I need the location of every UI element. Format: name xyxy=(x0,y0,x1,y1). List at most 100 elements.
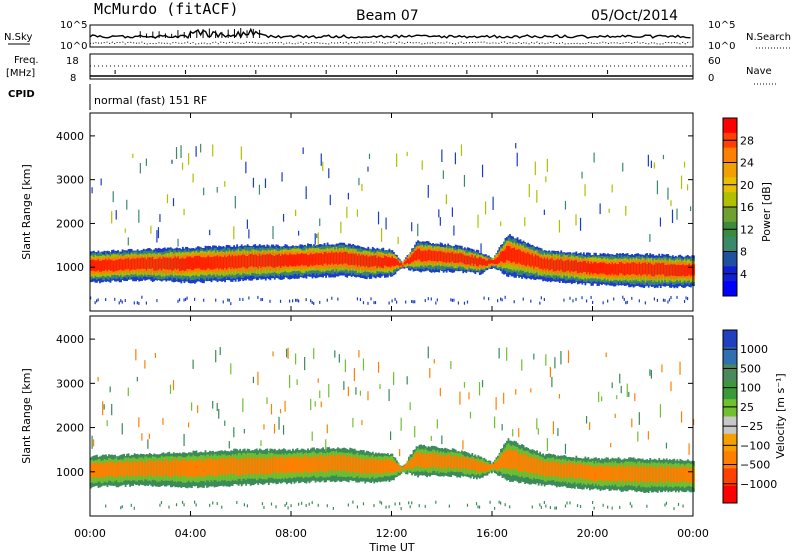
echo-cell xyxy=(415,453,418,467)
echo-cell xyxy=(647,466,650,483)
beam-title: Beam 07 xyxy=(356,8,419,24)
echo-cell xyxy=(430,250,433,262)
echo-cell xyxy=(290,458,293,474)
ground-scatter xyxy=(292,299,294,303)
echo-cell xyxy=(549,258,552,270)
echo-cell xyxy=(582,260,585,272)
colorbar-swatch xyxy=(723,364,737,383)
echo-scatter xyxy=(285,348,288,358)
ground-scatter xyxy=(347,503,349,507)
echo-cell xyxy=(683,466,686,482)
echo-scatter xyxy=(599,203,601,215)
echo-scatter xyxy=(320,401,322,408)
echo-cell xyxy=(246,256,249,269)
echo-cell xyxy=(462,456,465,469)
echo-cell xyxy=(184,460,187,477)
ground-scatter xyxy=(653,297,655,301)
echo-scatter xyxy=(278,416,280,430)
echo-cell xyxy=(108,258,110,270)
echo-cell xyxy=(328,455,330,472)
echo-scatter xyxy=(622,162,624,172)
echo-cell xyxy=(174,256,177,269)
echo-scatter xyxy=(436,419,438,429)
echo-cell xyxy=(194,460,196,478)
echo-cell xyxy=(275,457,278,474)
echo-cell xyxy=(623,264,626,276)
echo-cell xyxy=(388,257,391,267)
cpid-text: normal (fast) 151 RF xyxy=(94,94,207,107)
echo-cell xyxy=(601,262,603,274)
echo-cell xyxy=(653,264,656,277)
ground-scatter xyxy=(130,503,132,507)
echo-scatter xyxy=(347,192,349,200)
echo-cell xyxy=(590,261,593,273)
echo-cell xyxy=(471,458,474,470)
echo-cell xyxy=(320,252,323,265)
echo-scatter xyxy=(338,354,340,363)
colorbar-swatch xyxy=(723,416,737,435)
date-title: 05/Oct/2014 xyxy=(591,8,678,24)
echo-cell xyxy=(509,246,511,261)
echo-cell xyxy=(605,465,608,481)
echo-cell xyxy=(123,462,125,478)
echo-cell xyxy=(124,258,127,270)
echo-scatter xyxy=(183,208,185,216)
echo-cell xyxy=(257,256,260,269)
echo-cell xyxy=(524,252,526,266)
echo-scatter xyxy=(219,347,221,355)
freq-tick-bottom: 8 xyxy=(70,73,76,84)
echo-cell xyxy=(647,262,650,275)
echo-scatter xyxy=(498,347,500,359)
echo-cell xyxy=(421,251,424,262)
echo-cell xyxy=(382,460,385,474)
echo-cell xyxy=(243,457,246,474)
ground-scatter xyxy=(501,298,503,302)
echo-cell xyxy=(454,456,457,469)
echo-scatter xyxy=(536,418,538,430)
echo-cell xyxy=(414,250,416,261)
echo-scatter xyxy=(503,392,505,404)
echo-scatter xyxy=(135,349,137,361)
ground-scatter xyxy=(263,505,265,509)
echo-scatter xyxy=(136,376,138,382)
echo-cell xyxy=(569,462,572,477)
echo-cell xyxy=(484,260,487,267)
ground-scatter xyxy=(466,300,469,304)
echo-cell xyxy=(567,259,570,271)
echo-scatter xyxy=(650,370,652,379)
echo-cell xyxy=(96,260,98,272)
echo-scatter xyxy=(515,143,517,149)
echo-scatter xyxy=(175,146,178,159)
ground-scatter xyxy=(331,296,333,300)
echo-cell xyxy=(588,263,591,275)
echo-cell xyxy=(438,250,441,262)
ground-scatter xyxy=(175,503,178,507)
echo-cell xyxy=(90,463,92,478)
echo-scatter xyxy=(494,416,496,429)
ground-scatter xyxy=(156,299,158,303)
ground-scatter xyxy=(668,298,671,302)
echo-cell xyxy=(273,456,276,473)
ground-scatter xyxy=(622,295,624,299)
echo-cell xyxy=(451,456,454,470)
ground-scatter xyxy=(575,297,577,301)
echo-cell xyxy=(159,257,162,269)
colorbar-swatch xyxy=(723,381,737,400)
echo-scatter xyxy=(180,145,182,159)
echo-cell xyxy=(201,257,204,271)
echo-cell xyxy=(242,254,245,267)
echo-cell xyxy=(576,262,579,274)
echo-cell xyxy=(120,258,122,270)
echo-cell xyxy=(671,467,674,482)
echo-cell xyxy=(172,459,175,476)
echo-cell xyxy=(587,261,590,273)
echo-cell xyxy=(154,460,157,476)
echo-scatter xyxy=(230,363,232,375)
echo-scatter xyxy=(245,161,247,174)
echo-cell xyxy=(248,457,251,474)
ground-scatter xyxy=(391,299,393,303)
echo-scatter xyxy=(680,175,683,190)
ground-scatter xyxy=(543,501,545,505)
echo-cell xyxy=(546,461,549,476)
echo-cell xyxy=(487,464,490,471)
